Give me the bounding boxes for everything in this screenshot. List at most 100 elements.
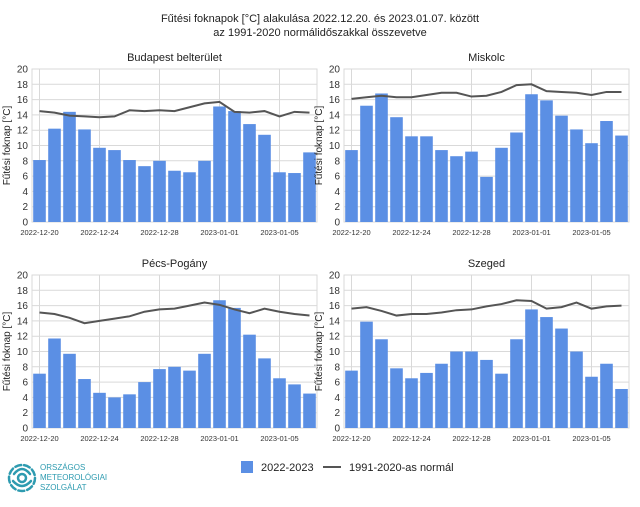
y-tick-label: 4 — [22, 393, 28, 404]
bar-2022-2023 — [555, 328, 568, 428]
logo-line-1: ORSZÁGOS — [40, 463, 85, 472]
bar-2022-2023 — [570, 129, 583, 222]
y-tick-label: 6 — [334, 172, 340, 183]
bar-2022-2023 — [420, 136, 433, 222]
x-tick-label: 2022-12-24 — [80, 434, 118, 443]
omsz-swirl-logo-icon — [7, 463, 37, 493]
bar-2022-2023 — [360, 321, 373, 428]
y-tick-label: 16 — [17, 95, 29, 106]
y-tick-label: 8 — [22, 156, 28, 167]
bar-2022-2023 — [510, 132, 523, 222]
bar-2022-2023 — [435, 150, 448, 222]
legend: 2022-2023 1991-2020-as normál — [241, 461, 454, 474]
bar-2022-2023 — [303, 393, 316, 428]
bar-2022-2023 — [243, 124, 256, 222]
x-tick-label: 2022-12-28 — [140, 434, 178, 443]
bar-2022-2023 — [450, 156, 463, 222]
bar-2022-2023 — [183, 370, 196, 428]
legend-line-label: 1991-2020-as normál — [349, 462, 454, 474]
bar-2022-2023 — [360, 105, 373, 222]
y-tick-label: 10 — [17, 141, 29, 152]
bar-2022-2023 — [375, 339, 388, 428]
bar-2022-2023 — [228, 307, 241, 428]
bar-2022-2023 — [123, 160, 136, 222]
y-tick-label: 20 — [17, 271, 29, 282]
bar-2022-2023 — [33, 373, 46, 428]
y-tick-label: 10 — [17, 347, 29, 358]
bar-2022-2023 — [525, 309, 538, 428]
panel-title: Budapest belterület — [127, 52, 222, 64]
y-tick-label: 20 — [329, 271, 341, 282]
y-tick-label: 14 — [329, 110, 341, 121]
y-tick-label: 6 — [22, 378, 28, 389]
bar-2022-2023 — [93, 147, 106, 222]
y-tick-label: 20 — [17, 65, 29, 76]
y-tick-label: 20 — [329, 65, 341, 76]
bar-2022-2023 — [33, 160, 46, 222]
normal-series-line — [351, 83, 622, 100]
bar-2022-2023 — [213, 300, 226, 428]
chart-panel-3: 0 2 4 6 8 10 12 14 16 18 20 2022-12-20 2022-12-24 202… — [2, 258, 318, 443]
panel-title: Miskolc — [468, 52, 505, 64]
y-tick-label: 18 — [329, 80, 341, 91]
bar-2022-2023 — [420, 372, 433, 428]
bar-2022-2023 — [258, 358, 271, 428]
bar-2022-2023 — [108, 150, 121, 222]
y-tick-label: 18 — [329, 286, 341, 297]
x-tick-label: 2023-01-05 — [572, 228, 610, 237]
bar-2022-2023 — [585, 376, 598, 428]
bar-2022-2023 — [435, 363, 448, 428]
legend-bar-swatch — [241, 461, 253, 473]
bar-2022-2023 — [390, 117, 403, 222]
normal-series-line — [39, 100, 310, 119]
y-tick-label: 16 — [329, 95, 341, 106]
bar-2022-2023 — [273, 378, 286, 428]
normal-series-line — [39, 301, 310, 325]
bar-2022-2023 — [183, 172, 196, 222]
y-tick-label: 2 — [22, 202, 28, 213]
normal-series-line — [351, 299, 622, 317]
y-tick-label: 16 — [329, 301, 341, 312]
chart-panel-2: 0 2 4 6 8 10 12 14 16 18 20 2022-12-20 2022-12-24 202… — [314, 52, 630, 237]
y-axis-label: Fűtési foknap [°C] — [314, 311, 325, 391]
y-axis-label: Fűtési foknap [°C] — [314, 105, 325, 185]
bar-2022-2023 — [63, 111, 76, 222]
chart-panel-4: 0 2 4 6 8 10 12 14 16 18 20 2022-12-20 2022-12-24 202… — [314, 258, 630, 443]
bar-2022-2023 — [48, 338, 61, 428]
y-tick-label: 12 — [329, 126, 341, 137]
y-tick-label: 12 — [17, 332, 29, 343]
y-tick-label: 6 — [334, 378, 340, 389]
bar-2022-2023 — [525, 94, 538, 222]
x-tick-label: 2022-12-28 — [140, 228, 178, 237]
bar-2022-2023 — [405, 136, 418, 222]
bar-2022-2023 — [615, 388, 628, 428]
bar-2022-2023 — [390, 368, 403, 428]
bar-2022-2023 — [168, 170, 181, 222]
y-tick-label: 12 — [17, 126, 29, 137]
bar-2022-2023 — [585, 143, 598, 222]
main-title-line-2: az 1991-2020 normálidőszakkal összevetve — [213, 27, 426, 39]
bar-2022-2023 — [153, 369, 166, 428]
x-tick-label: 2022-12-28 — [452, 434, 490, 443]
bar-2022-2023 — [123, 394, 136, 428]
bar-2022-2023 — [288, 173, 301, 222]
bar-2022-2023 — [600, 363, 613, 428]
bar-2022-2023 — [495, 147, 508, 222]
bar-2022-2023 — [345, 370, 358, 428]
x-tick-label: 2023-01-05 — [572, 434, 610, 443]
y-tick-label: 4 — [334, 187, 340, 198]
bar-2022-2023 — [93, 392, 106, 428]
x-tick-label: 2023-01-05 — [260, 434, 298, 443]
y-tick-label: 0 — [334, 424, 340, 435]
x-tick-label: 2022-12-24 — [392, 434, 430, 443]
y-axis-label: Fűtési foknap [°C] — [2, 311, 13, 391]
bar-2022-2023 — [540, 100, 553, 222]
bar-2022-2023 — [465, 151, 478, 222]
x-tick-label: 2022-12-20 — [332, 434, 370, 443]
bar-2022-2023 — [78, 129, 91, 222]
y-tick-label: 0 — [22, 424, 28, 435]
x-tick-label: 2022-12-28 — [452, 228, 490, 237]
bar-2022-2023 — [258, 134, 271, 222]
y-tick-label: 14 — [329, 316, 341, 327]
